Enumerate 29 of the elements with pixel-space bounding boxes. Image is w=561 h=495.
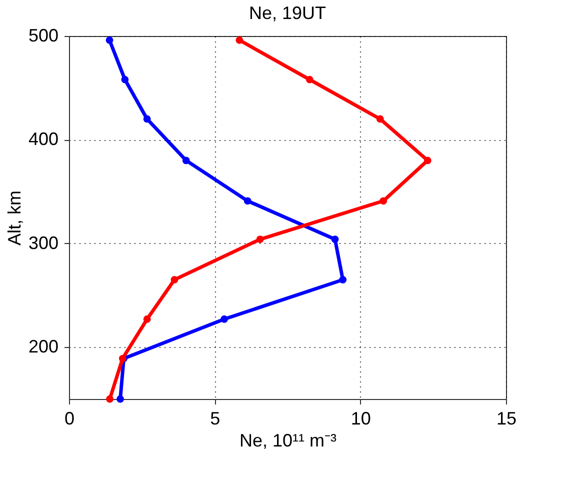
point <box>143 115 151 123</box>
point <box>106 395 114 403</box>
point <box>331 236 339 243</box>
point <box>236 36 244 44</box>
point <box>380 197 388 205</box>
point <box>116 395 124 403</box>
point <box>121 76 129 84</box>
point <box>106 36 114 44</box>
point <box>376 115 384 123</box>
y-axis-title: Alt, km <box>4 190 24 246</box>
point <box>256 236 264 243</box>
point <box>339 276 347 284</box>
point <box>244 197 252 205</box>
x-tick-label: 10 <box>350 408 371 428</box>
chart-title: Ne, 19UT <box>248 3 326 23</box>
point <box>424 156 432 164</box>
point <box>306 76 314 84</box>
x-axis-title: Ne, 10¹¹ m⁻³ <box>239 430 337 450</box>
y-tick-label: 500 <box>28 26 58 46</box>
x-tick-label: 0 <box>64 408 75 428</box>
y-tick-label: 300 <box>28 232 58 253</box>
y-tick-label: 200 <box>28 336 58 357</box>
point <box>143 315 151 323</box>
point <box>182 156 190 164</box>
point <box>220 315 228 323</box>
point <box>170 276 178 284</box>
x-tick-label: 15 <box>496 408 517 428</box>
y-tick-label: 400 <box>28 129 58 150</box>
x-tick-label: 5 <box>210 408 220 428</box>
